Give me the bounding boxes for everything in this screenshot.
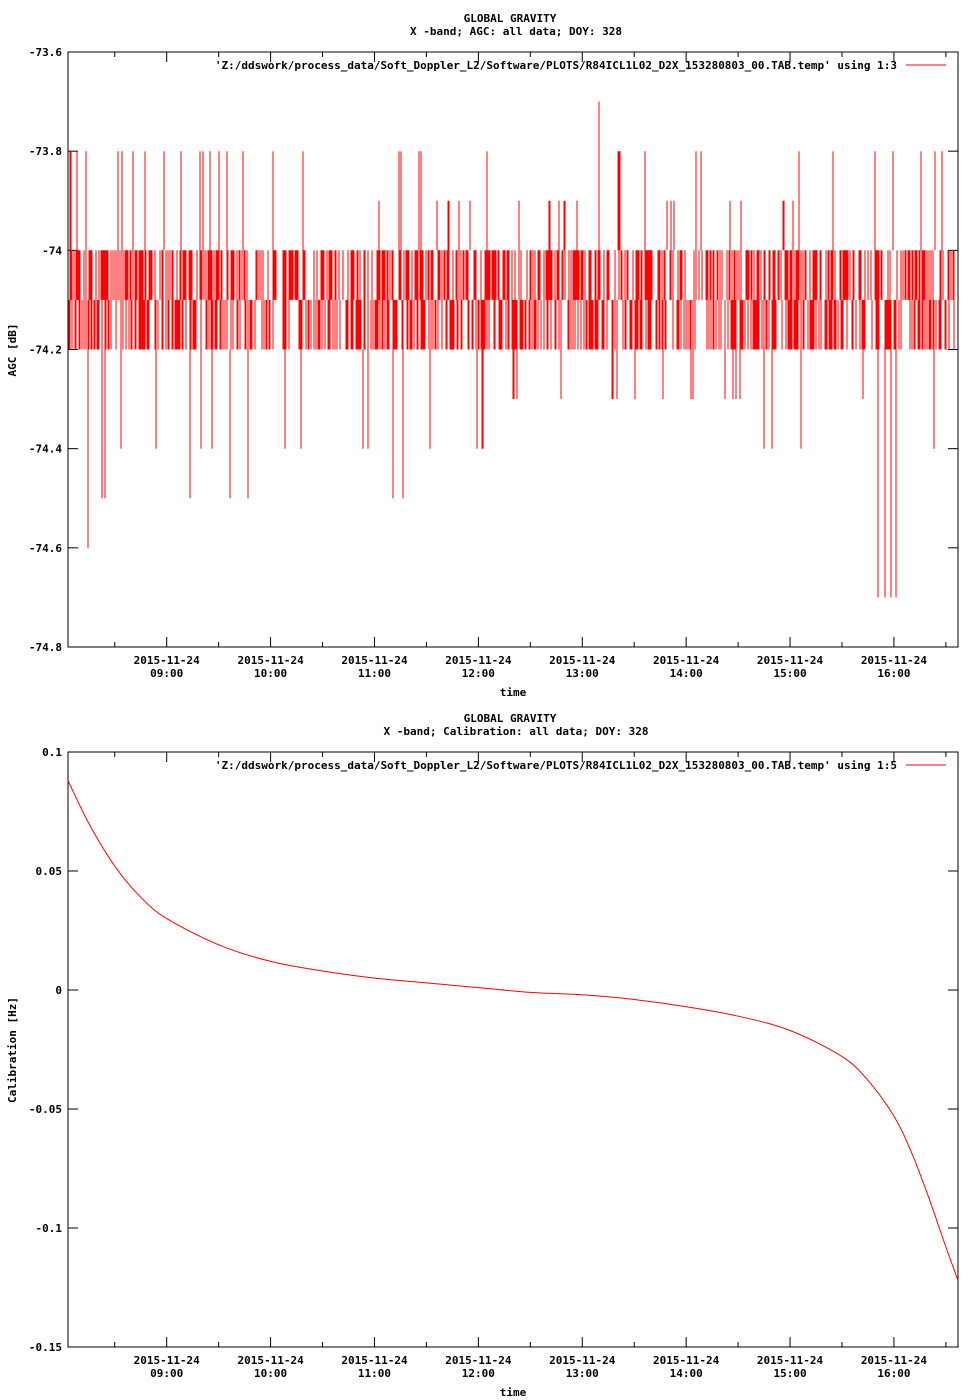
x-tick-label-time: 09:00 xyxy=(150,667,183,680)
x-tick-label-time: 13:00 xyxy=(566,667,599,680)
data-series xyxy=(68,101,955,598)
y-tick-label: -74.2 xyxy=(29,344,62,357)
y-tick-label: 0.1 xyxy=(42,746,62,759)
x-ticks: 2015-11-2409:002015-11-2410:002015-11-24… xyxy=(114,752,947,1380)
data-series xyxy=(67,780,959,1281)
plot-frame xyxy=(67,751,959,1348)
x-tick-label-time: 12:00 xyxy=(462,667,495,680)
x-tick-label-date: 2015-11-24 xyxy=(549,654,616,667)
x-tick-label-date: 2015-11-24 xyxy=(341,654,408,667)
chart-subtitle: X -band; AGC: all data; DOY: 328 xyxy=(410,25,622,38)
y-tick-label: -73.8 xyxy=(29,145,62,158)
x-tick-label-date: 2015-11-24 xyxy=(134,654,201,667)
x-tick-label-date: 2015-11-24 xyxy=(653,654,720,667)
x-tick-label-time: 15:00 xyxy=(773,1367,806,1380)
y-tick-label: -0.05 xyxy=(29,1103,62,1116)
x-tick-label-date: 2015-11-24 xyxy=(237,654,304,667)
legend-label: 'Z:/ddswork/process_data/Soft_Doppler_L2… xyxy=(215,59,897,72)
x-tick-label-date: 2015-11-24 xyxy=(653,1354,720,1367)
series-line xyxy=(67,780,959,1281)
y-tick-label: -74.6 xyxy=(29,542,62,555)
x-tick-label-time: 10:00 xyxy=(254,1367,287,1380)
x-tick-label-time: 10:00 xyxy=(254,667,287,680)
y-axis-label: AGC [dB] xyxy=(6,324,19,377)
x-tick-label-time: 16:00 xyxy=(877,667,910,680)
chart-title: GLOBAL GRAVITY xyxy=(464,712,557,725)
x-tick-label-date: 2015-11-24 xyxy=(861,654,928,667)
x-tick-label-date: 2015-11-24 xyxy=(134,1354,201,1367)
x-tick-label-date: 2015-11-24 xyxy=(341,1354,408,1367)
calibration-chart: GLOBAL GRAVITY X -band; Calibration: all… xyxy=(6,712,959,1399)
x-tick-label-time: 11:00 xyxy=(358,1367,391,1380)
x-axis-label: time xyxy=(500,686,527,699)
y-tick-label: 0 xyxy=(55,984,62,997)
y-tick-label: -74 xyxy=(42,244,62,257)
x-tick-label-date: 2015-11-24 xyxy=(549,1354,616,1367)
x-tick-label-date: 2015-11-24 xyxy=(445,654,512,667)
x-tick-label-time: 09:00 xyxy=(150,1367,183,1380)
y-tick-label: -0.1 xyxy=(36,1222,63,1235)
x-tick-label-date: 2015-11-24 xyxy=(445,1354,512,1367)
agc-chart: GLOBAL GRAVITY X -band; AGC: all data; D… xyxy=(6,12,959,699)
series-line xyxy=(68,101,955,598)
y-axis-label: Calibration [Hz] xyxy=(6,997,19,1103)
x-tick-label-time: 15:00 xyxy=(773,667,806,680)
y-tick-label: -74.4 xyxy=(29,443,62,456)
y-tick-label: -73.6 xyxy=(29,46,62,59)
chart-title: GLOBAL GRAVITY xyxy=(464,12,557,25)
legend-label: 'Z:/ddswork/process_data/Soft_Doppler_L2… xyxy=(215,759,897,772)
x-tick-label-time: 13:00 xyxy=(566,1367,599,1380)
x-tick-label-time: 16:00 xyxy=(877,1367,910,1380)
x-tick-label-date: 2015-11-24 xyxy=(757,1354,824,1367)
y-ticks: 0.1 0.05 0 -0.05 -0.1 -0.15 xyxy=(29,746,958,1354)
x-tick-label-date: 2015-11-24 xyxy=(861,1354,928,1367)
y-tick-label: -0.15 xyxy=(29,1341,62,1354)
x-tick-label-date: 2015-11-24 xyxy=(757,654,824,667)
x-ticks: 2015-11-2409:002015-11-2410:002015-11-24… xyxy=(114,52,947,680)
x-tick-label-time: 14:00 xyxy=(670,1367,703,1380)
x-axis-label: time xyxy=(500,1386,527,1399)
x-tick-label-time: 11:00 xyxy=(358,667,391,680)
x-tick-label-time: 14:00 xyxy=(670,667,703,680)
chart-subtitle: X -band; Calibration: all data; DOY: 328 xyxy=(384,725,649,738)
x-tick-label-date: 2015-11-24 xyxy=(237,1354,304,1367)
x-tick-label-time: 12:00 xyxy=(462,1367,495,1380)
y-tick-label: 0.05 xyxy=(36,865,63,878)
y-ticks: -73.6 -73.8 -74 -74.2 -74.4 -74.6 -74.8 xyxy=(29,46,958,654)
y-tick-label: -74.8 xyxy=(29,641,62,654)
